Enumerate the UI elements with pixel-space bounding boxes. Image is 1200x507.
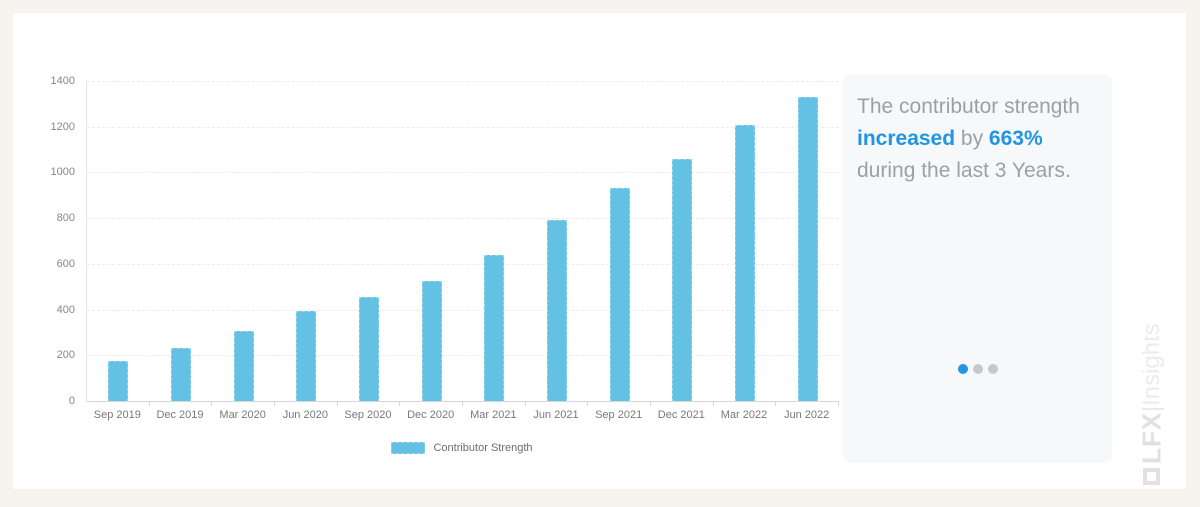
bar	[547, 220, 567, 401]
gridline	[87, 126, 839, 128]
lfx-insights-logo: LFX | Insights	[1134, 285, 1170, 485]
chart-card: 0 200 400 600 800 1000 1200 1400 Sep 2019 Dec 20…	[13, 13, 1186, 489]
y-axis-label: 1400	[50, 75, 75, 87]
y-axis-labels: 0 200 400 600 800 1000 1200 1400	[31, 75, 81, 407]
chart-legend: Contributor Strength	[86, 442, 838, 454]
bar	[421, 281, 442, 401]
x-axis-tick	[650, 401, 651, 406]
x-axis-label: Sep 2019	[93, 409, 141, 421]
x-axis-tick	[587, 401, 589, 406]
gridline	[87, 81, 839, 82]
x-axis-label: Dec 2020	[407, 409, 455, 421]
x-axis-tick	[524, 401, 526, 406]
x-axis-label: Mar 2021	[470, 409, 517, 421]
y-axis-label: 0	[68, 395, 75, 407]
x-axis-label: Dec 2021	[657, 409, 705, 421]
x-axis-label: Jun 2021	[533, 409, 579, 421]
legend-label: Contributor Strength	[433, 442, 533, 454]
x-axis-tick	[712, 401, 714, 406]
x-axis-labels: Sep 2019 Dec 2019 Mar 2020 Jun 2020 Sep 2020…	[86, 409, 838, 425]
gridline	[87, 309, 839, 311]
insight-panel: The contributor strength increased by 663…	[843, 74, 1112, 463]
x-axis-tick	[462, 401, 463, 406]
y-axis-label: 1000	[50, 166, 75, 179]
y-axis-label: 800	[56, 212, 75, 225]
gridline	[87, 263, 839, 265]
logo-text: LFX	[1136, 411, 1167, 464]
lfx-cube-icon	[1143, 468, 1161, 485]
carousel-dot-3[interactable]	[987, 364, 998, 374]
x-axis-label: Mar 2020	[219, 409, 266, 421]
insight-text-line: during the last 3 Years.	[857, 159, 1071, 182]
x-axis-tick	[775, 401, 777, 406]
carousel-dot-1[interactable]	[957, 364, 968, 374]
x-axis-tick	[399, 401, 401, 406]
y-axis-label: 200	[56, 349, 75, 362]
bar	[359, 296, 379, 401]
bar	[672, 158, 693, 401]
bar	[296, 311, 317, 401]
x-axis-tick	[148, 401, 150, 406]
x-axis-tick	[211, 401, 213, 406]
bar	[797, 97, 818, 401]
gridline	[87, 172, 839, 174]
insight-text: The contributor strength increased by 663…	[843, 74, 1112, 187]
x-axis-label: Sep 2021	[595, 409, 643, 421]
x-axis-label: Jun 2022	[784, 409, 830, 421]
bar	[171, 347, 191, 401]
y-axis-label: 1200	[50, 120, 75, 133]
bar	[108, 361, 129, 401]
x-axis-label: Sep 2020	[344, 409, 392, 421]
insight-text-line: The contributor strength	[857, 95, 1080, 118]
x-axis-label: Mar 2022	[720, 409, 768, 421]
logo-divider: |	[1138, 405, 1165, 412]
bar	[609, 187, 630, 401]
x-axis-tick	[336, 401, 338, 406]
x-axis-tick	[274, 401, 275, 406]
legend-swatch	[391, 442, 426, 454]
y-axis-label: 600	[56, 257, 75, 270]
gridline	[87, 355, 839, 357]
x-axis-tick	[838, 401, 839, 406]
x-axis-label: Dec 2019	[156, 409, 204, 421]
plot-area	[86, 81, 839, 402]
insight-text-line: increased by 663%	[857, 127, 1043, 150]
bar	[233, 331, 254, 401]
bar	[735, 125, 755, 401]
y-axis-label: 400	[56, 303, 75, 316]
gridline	[87, 218, 839, 220]
x-axis-label: Jun 2020	[282, 409, 328, 421]
logo-subtext: Insights	[1138, 322, 1165, 406]
carousel-dots	[843, 364, 1112, 374]
carousel-dot-2[interactable]	[972, 364, 983, 374]
bar	[484, 255, 505, 401]
